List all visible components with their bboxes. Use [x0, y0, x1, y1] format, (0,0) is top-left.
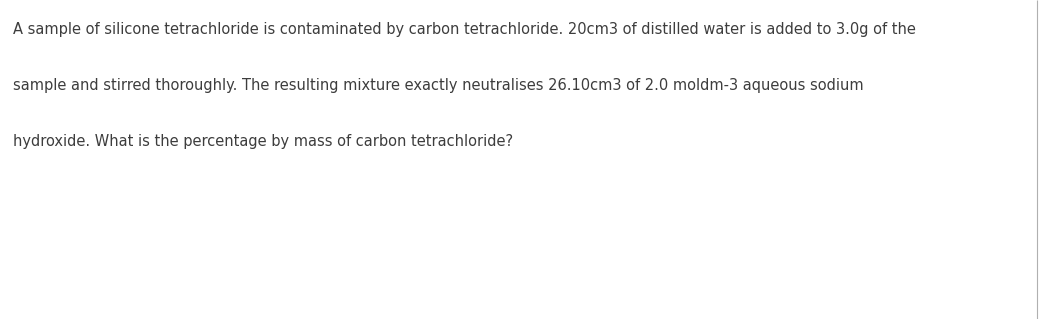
Text: hydroxide. What is the percentage by mass of carbon tetrachloride?: hydroxide. What is the percentage by mas… [13, 134, 513, 149]
Text: sample and stirred thoroughly. The resulting mixture exactly neutralises 26.10cm: sample and stirred thoroughly. The resul… [13, 78, 863, 93]
Text: A sample of silicone tetrachloride is contaminated by carbon tetrachloride. 20cm: A sample of silicone tetrachloride is co… [13, 22, 915, 37]
